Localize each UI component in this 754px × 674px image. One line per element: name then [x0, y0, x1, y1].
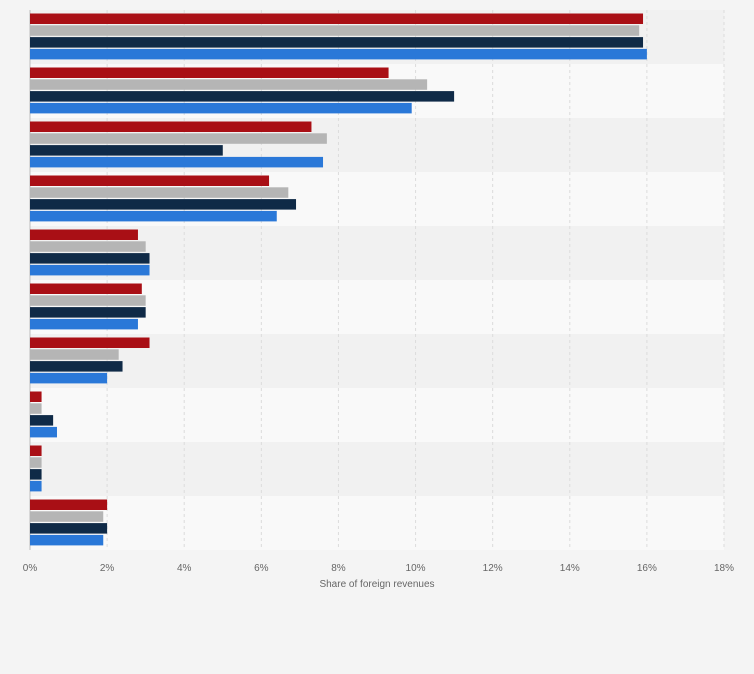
bar: [30, 480, 42, 492]
x-tick-label: 2%: [100, 563, 115, 574]
bar: [30, 264, 150, 276]
x-tick-label: 12%: [483, 563, 503, 574]
bar: [30, 25, 640, 36]
x-tick-label: 16%: [637, 563, 657, 574]
x-tick-labels: 0% 2% 4% 6% 8% 10% 12% 14% 16% 18%: [23, 563, 734, 574]
bar: [30, 67, 389, 78]
bar: [30, 523, 108, 534]
bar: [30, 361, 123, 372]
row-band: [30, 496, 724, 550]
bar: [30, 48, 647, 60]
bar: [30, 199, 297, 210]
x-tick-label: 18%: [714, 563, 734, 574]
x-tick-label: 6%: [254, 563, 269, 574]
x-tick-label: 0%: [23, 563, 38, 574]
bar: [30, 457, 42, 468]
bar: [30, 337, 150, 348]
bar: [30, 13, 644, 24]
bar: [30, 102, 412, 114]
bar: [30, 349, 119, 360]
bar: [30, 469, 42, 480]
bar: [30, 187, 289, 198]
bar: [30, 318, 138, 330]
bar: [30, 391, 42, 402]
row-band: [30, 442, 724, 496]
bar: [30, 511, 104, 522]
bar: [30, 241, 146, 252]
bar: [30, 133, 327, 144]
bar: [30, 145, 223, 156]
bar: [30, 445, 42, 456]
bar: [30, 91, 455, 102]
bars: [30, 13, 647, 546]
x-axis-label: Share of foreign revenues: [319, 579, 434, 590]
row-band: [30, 280, 724, 334]
bar: [30, 403, 42, 414]
bar: [30, 307, 146, 318]
x-tick-label: 8%: [331, 563, 346, 574]
bar: [30, 121, 312, 132]
bar: [30, 210, 277, 222]
bar: [30, 295, 146, 306]
x-tick-label: 4%: [177, 563, 192, 574]
bar: [30, 426, 57, 438]
bar: [30, 372, 108, 384]
bar: [30, 37, 644, 48]
bar: [30, 283, 142, 294]
row-bands: [30, 10, 724, 550]
x-tick-label: 14%: [560, 563, 580, 574]
bar: [30, 415, 54, 426]
bar: [30, 499, 108, 510]
bar: [30, 175, 270, 186]
bar: [30, 156, 324, 168]
row-band: [30, 388, 724, 442]
bar: [30, 79, 428, 90]
x-tick-label: 10%: [406, 563, 426, 574]
bar: [30, 229, 138, 240]
bar: [30, 534, 104, 546]
bar: [30, 253, 150, 264]
